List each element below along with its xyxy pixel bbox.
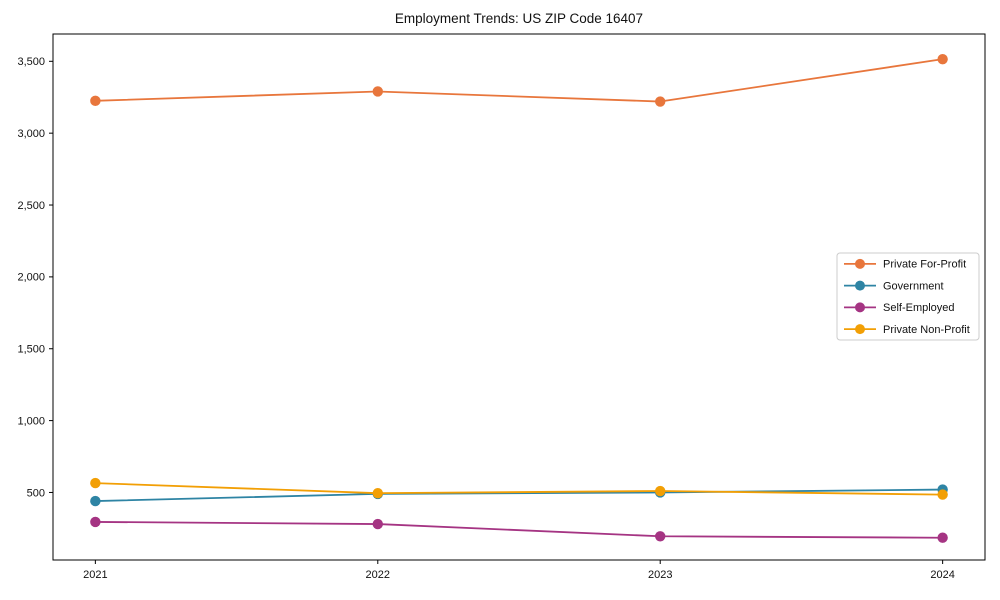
data-point-private-non-profit	[655, 485, 666, 497]
legend-label-private-non-profit: Private Non-Profit	[883, 324, 970, 336]
data-point-self-employed	[372, 518, 383, 530]
data-point-private-non-profit	[372, 487, 383, 499]
legend-marker-private-for-profit	[855, 258, 865, 269]
data-point-self-employed	[90, 516, 101, 528]
y-tick-label: 500	[27, 487, 45, 499]
y-tick-label: 1,000	[17, 415, 45, 427]
x-tick-label: 2024	[930, 569, 954, 581]
data-point-self-employed	[937, 532, 948, 543]
series-line-private-for-profit	[94, 58, 944, 103]
legend-label-government: Government	[883, 280, 944, 292]
data-point-private-for-profit	[655, 96, 666, 107]
y-tick-label: 3,500	[17, 56, 45, 68]
data-point-private-non-profit	[90, 477, 101, 489]
axes-frame	[52, 33, 986, 561]
x-tick-label: 2022	[366, 569, 390, 581]
y-tick-label: 2,000	[17, 272, 45, 284]
data-point-private-non-profit	[937, 489, 948, 500]
legend-label-self-employed: Self-Employed	[883, 302, 955, 314]
series-line-private-non-profit	[94, 482, 944, 496]
data-point-private-for-profit	[937, 53, 948, 65]
legend-marker-government	[855, 280, 865, 291]
legend-label-private-for-profit: Private For-Profit	[883, 259, 966, 271]
data-point-government	[90, 495, 101, 507]
legend-box	[836, 252, 980, 341]
legend-marker-self-employed	[855, 302, 865, 313]
y-tick-label: 1,500	[17, 344, 45, 356]
series-line-self-employed	[94, 521, 944, 539]
x-tick-label: 2023	[648, 569, 672, 581]
series-line-government	[94, 488, 944, 502]
data-point-private-for-profit	[90, 95, 101, 107]
y-tick-label: 3,000	[17, 128, 45, 140]
y-tick-label: 2,500	[17, 200, 45, 212]
data-point-private-for-profit	[372, 86, 383, 97]
data-point-self-employed	[655, 531, 666, 542]
chart-title: Employment Trends: US ZIP Code 16407	[394, 11, 644, 26]
legend-marker-private-non-profit	[855, 324, 865, 335]
x-tick-label: 2021	[83, 569, 107, 581]
